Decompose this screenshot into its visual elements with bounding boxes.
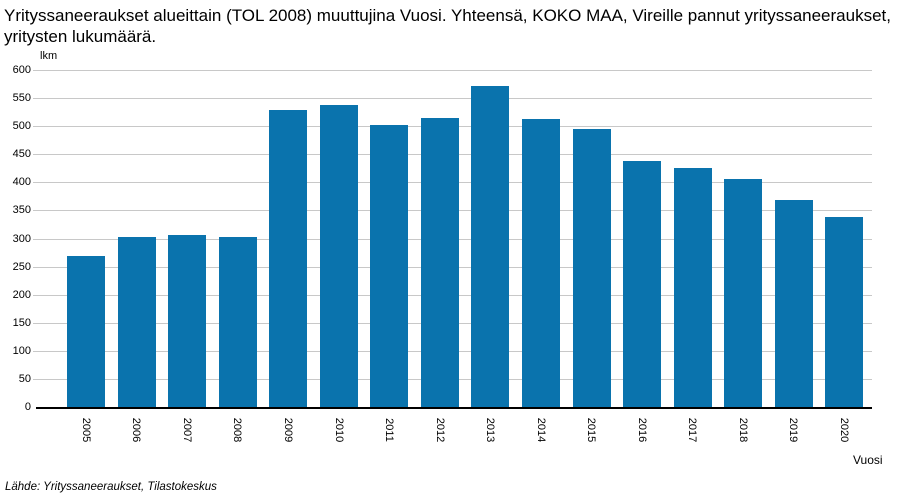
y-tick-label-500: 500	[12, 120, 31, 133]
bar-2019	[774, 200, 813, 407]
y-tick-label-550: 550	[12, 92, 31, 105]
x-tick-label-2006: 2006	[117, 408, 157, 452]
bar-2011	[370, 125, 409, 407]
x-axis-title: Vuosi	[853, 453, 883, 467]
bar-2018	[724, 178, 763, 407]
x-tick-label-2014: 2014	[521, 408, 561, 452]
x-tick-label-text: 2017	[686, 417, 699, 443]
x-tick-label-text: 2006	[130, 417, 143, 443]
x-tick-label-2005: 2005	[66, 408, 106, 452]
y-tick-label-0: 0	[24, 401, 31, 413]
x-tick-label-text: 2019	[787, 417, 800, 443]
bar-2015	[572, 128, 611, 407]
x-tick-label-2012: 2012	[420, 408, 460, 452]
x-tick-label-text: 2005	[79, 417, 92, 443]
x-tick-label-text: 2018	[737, 417, 750, 443]
x-tick-label-text: 2009	[282, 417, 295, 443]
gridline-550	[33, 98, 872, 100]
x-tick-label-text: 2010	[332, 417, 345, 443]
x-tick-label-text: 2008	[231, 417, 244, 443]
x-tick-label-text: 2020	[838, 417, 851, 443]
bar-2005	[67, 255, 105, 407]
x-tick-label-2011: 2011	[369, 408, 409, 452]
y-tick-label-450: 450	[12, 148, 31, 161]
bar-2013	[471, 86, 510, 407]
x-tick-label-2019: 2019	[774, 408, 814, 452]
bar-2007	[168, 235, 207, 407]
x-tick-label-2007: 2007	[167, 408, 207, 452]
y-tick-label-100: 100	[12, 344, 31, 357]
x-tick-label-2020: 2020	[824, 408, 864, 452]
y-tick-label-150: 150	[12, 316, 31, 329]
bar-2012	[420, 117, 459, 407]
y-axis-unit-label: lkm	[40, 50, 58, 62]
x-tick-label-2008: 2008	[218, 408, 258, 452]
plot-area	[33, 70, 872, 409]
source-caption: Lähde: Yrityssaneeraukset, Tilastokeskus	[5, 481, 217, 493]
x-tick-label-text: 2007	[181, 417, 194, 443]
x-tick-label-text: 2014	[534, 417, 547, 443]
bar-2014	[521, 119, 560, 407]
x-tick-label-text: 2012	[433, 417, 446, 443]
x-tick-label-2016: 2016	[622, 408, 662, 452]
y-tick-label-400: 400	[12, 176, 31, 189]
bar-2010	[319, 105, 358, 407]
bar-2006	[117, 237, 156, 407]
bar-2009	[269, 110, 308, 407]
y-tick-label-300: 300	[12, 232, 31, 245]
bar-2017	[673, 168, 712, 407]
x-tick-label-2015: 2015	[572, 408, 612, 452]
bar-2020	[825, 216, 864, 407]
gridline-600	[33, 70, 872, 71]
chart-title: Yrityssaneeraukset alueittain (TOL 2008)…	[4, 6, 891, 46]
x-tick-label-text: 2013	[484, 417, 497, 443]
y-tick-label-600: 600	[12, 64, 31, 76]
x-tick-label-text: 2011	[383, 418, 396, 442]
x-tick-label-2018: 2018	[723, 408, 763, 452]
y-tick-label-250: 250	[12, 260, 31, 273]
x-tick-label-2017: 2017	[673, 408, 713, 452]
x-tick-label-2009: 2009	[268, 408, 308, 452]
x-tick-label-2010: 2010	[319, 408, 359, 452]
y-tick-label-50: 50	[18, 372, 31, 385]
x-tick-label-text: 2016	[636, 417, 649, 443]
y-tick-label-350: 350	[12, 204, 31, 217]
y-tick-label-200: 200	[12, 288, 31, 301]
bar-2008	[218, 236, 257, 407]
bar-2016	[623, 161, 662, 407]
x-tick-label-2013: 2013	[470, 408, 510, 452]
x-tick-label-text: 2015	[585, 417, 598, 443]
